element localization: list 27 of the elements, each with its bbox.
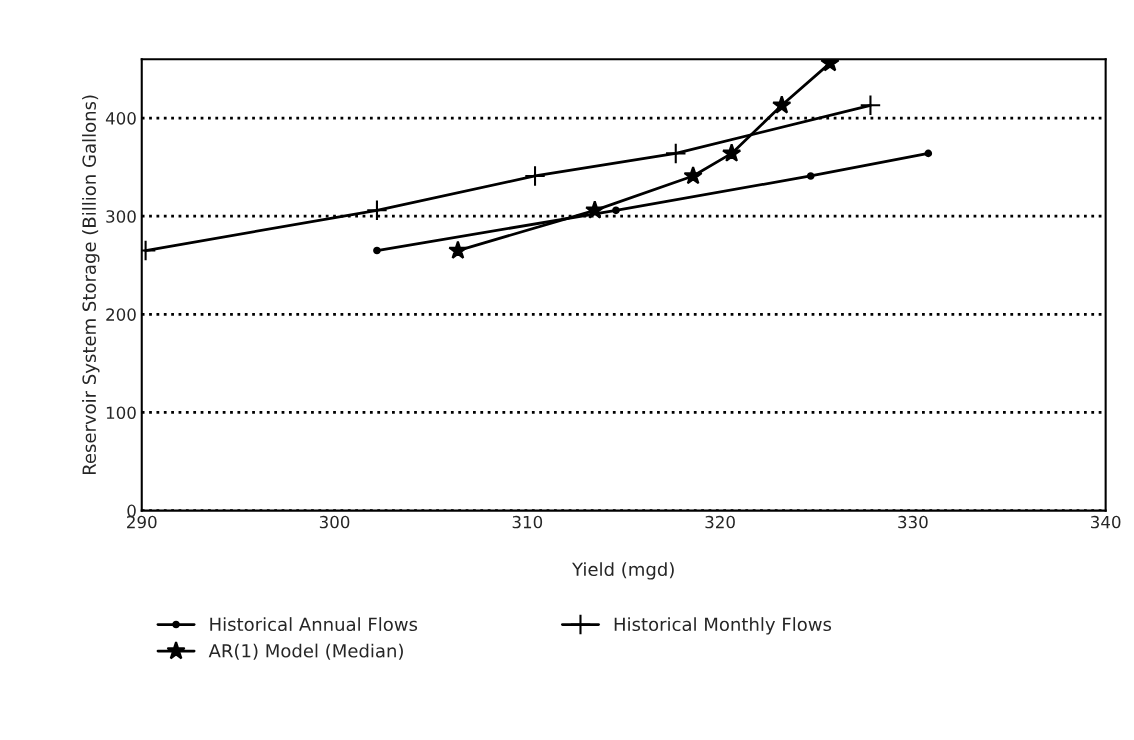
point [612, 206, 620, 215]
y-tick-label: 400 [105, 112, 136, 125]
y-tick-label: 200 [106, 308, 136, 321]
point [683, 165, 703, 185]
x-tick-label: 320 [705, 515, 735, 529]
point [448, 240, 468, 259]
point [806, 172, 815, 180]
y-axis-title: Reservoir System Storage (Billion Gallons) [82, 95, 100, 475]
legend-label: AR(1) Model (Median) [208, 643, 403, 660]
x-tick-label: 330 [898, 515, 928, 529]
y-tick-label: 100 [106, 406, 136, 420]
point [373, 246, 381, 255]
point [722, 143, 742, 162]
legend-label: Historical Monthly Flows [614, 617, 832, 635]
point [859, 94, 882, 117]
point [366, 199, 388, 222]
point [664, 142, 687, 165]
legend-label: Historical Annual Flows [210, 617, 418, 632]
point [585, 200, 605, 219]
x-tick-label: 340 [1091, 515, 1121, 529]
x-tick-label: 310 [512, 515, 543, 529]
point [524, 165, 546, 187]
point [772, 95, 792, 114]
y-tick-label: 300 [106, 210, 136, 223]
x-tick-label: 300 [319, 515, 350, 529]
point [924, 149, 933, 158]
x-axis-title: Yield (mgd) [572, 562, 674, 580]
